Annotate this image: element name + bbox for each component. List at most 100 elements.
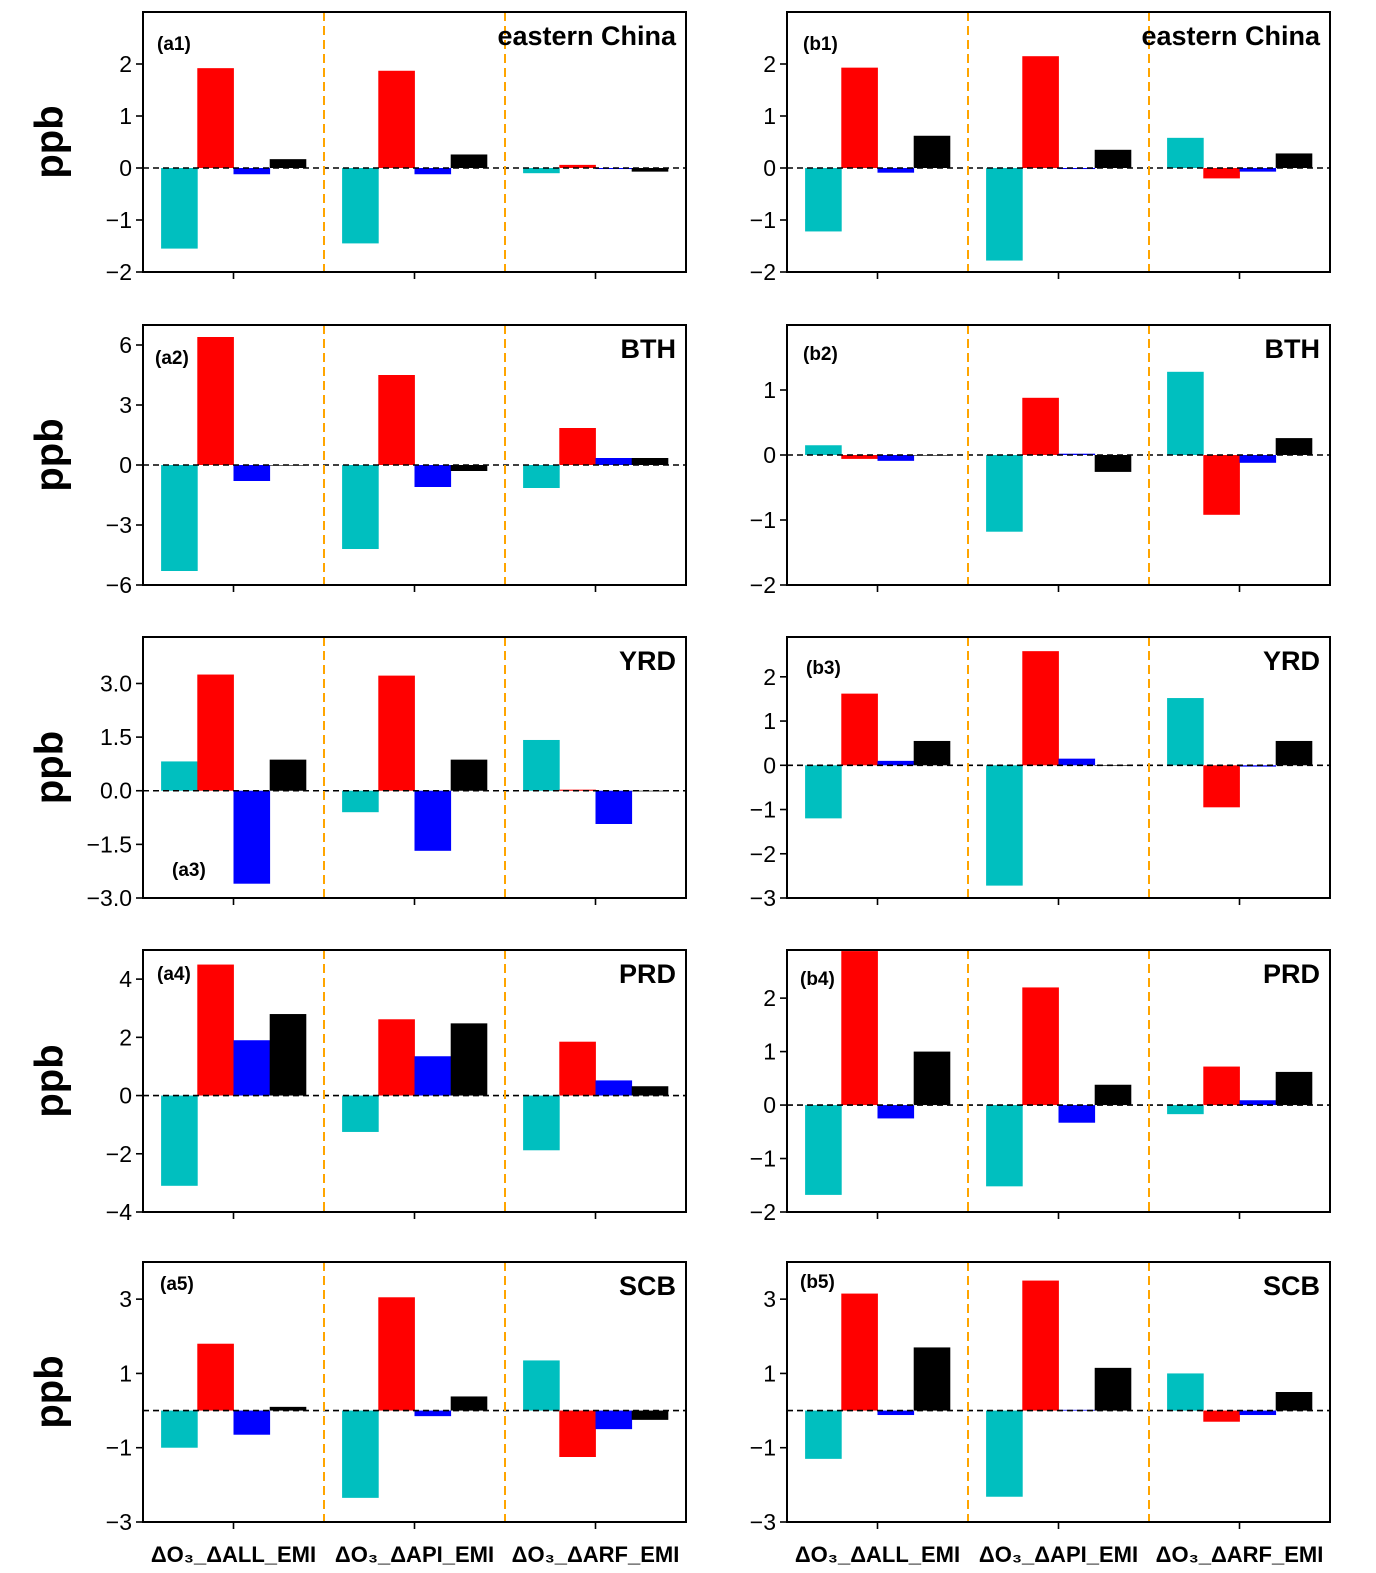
panel-b5: −3 −1 1 3 SCB (b5) ΔO₃_ΔALL_EMI ΔO₃_ΔAPI_EMI ΔO₃…: [750, 1261, 1331, 1567]
positive-bar: [559, 1041, 596, 1096]
negative-bar: [595, 790, 633, 824]
panel-label: (b5): [800, 1272, 835, 1293]
extra-bar: [269, 159, 307, 168]
positive-bar: [1203, 1410, 1240, 1422]
dO3-bar: [986, 455, 1023, 532]
dO3-bar: [161, 168, 198, 249]
negative-bar: [233, 168, 271, 175]
positive-bar: [197, 964, 234, 1096]
extra-bar: [631, 790, 669, 792]
panel-label: (a4): [157, 964, 191, 985]
positive-bar: [1022, 651, 1059, 766]
region-label: eastern China: [497, 21, 677, 51]
panel-a4: −4 −2 0 2 4 PRD (a4) ppb: [28, 949, 687, 1225]
y-tick-label: −2: [750, 841, 776, 867]
y-tick-label: −1: [750, 1435, 776, 1461]
extra-bar: [450, 1396, 488, 1411]
extra-bar: [1094, 149, 1132, 168]
positive-bar: [378, 1297, 415, 1411]
panel-label: (b2): [803, 344, 838, 365]
dO3-bar: [161, 1410, 198, 1448]
y-tick-label: 3: [763, 1286, 776, 1312]
dO3-bar: [342, 465, 379, 549]
region-label: YRD: [619, 646, 676, 676]
extra-bar: [1094, 455, 1132, 472]
panel-b4: −2 −1 0 1 2 PRD (b4): [750, 949, 1331, 1225]
y-tick-label: 4: [119, 966, 132, 992]
extra-bar: [450, 465, 488, 471]
extra-bar: [1275, 438, 1313, 455]
positive-bar: [1022, 987, 1059, 1106]
region-label: eastern China: [1141, 21, 1321, 51]
extra-bar: [631, 1086, 669, 1096]
negative-bar: [877, 455, 915, 461]
dO3-bar: [1167, 1373, 1204, 1411]
region-label: SCB: [619, 1271, 676, 1301]
y-tick-label: 1: [763, 1039, 776, 1065]
extra-bar: [450, 154, 488, 168]
x-category-label: ΔO₃_ΔARF_EMI: [1156, 1542, 1324, 1567]
negative-bar: [877, 1105, 915, 1119]
panel-a1: −2 −1 0 1 2 eastern China (a1) ppb: [28, 11, 687, 285]
y-tick-label: 0: [119, 155, 132, 181]
y-tick-label: −1: [750, 207, 776, 233]
extra-bar: [269, 759, 307, 791]
dO3-bar: [805, 168, 842, 232]
x-category-label: ΔO₃_ΔARF_EMI: [512, 1542, 680, 1567]
positive-bar: [559, 164, 596, 168]
y-tick-label: −2: [750, 259, 776, 285]
y-tick-label: 1: [119, 1360, 132, 1386]
dO3-bar: [1167, 1105, 1204, 1115]
y-tick-label: 1: [763, 1360, 776, 1386]
panel-label: (b4): [800, 969, 835, 990]
negative-bar: [414, 1056, 452, 1096]
y-tick-label: −2: [750, 1199, 776, 1225]
panel-a2: −6 −3 0 3 6 BTH (a2) ppb: [28, 324, 687, 598]
panel-label: (a5): [160, 1274, 194, 1295]
extra-bar: [631, 168, 669, 172]
dO3-bar: [523, 465, 560, 488]
positive-bar: [841, 67, 878, 168]
y-tick-label: 0: [763, 1092, 776, 1118]
y-tick-label: −3: [750, 885, 776, 911]
panel-label: (a2): [155, 348, 189, 369]
positive-bar: [378, 70, 415, 168]
y-tick-label: 2: [763, 985, 776, 1011]
y-tick-label: 6: [119, 332, 132, 358]
negative-bar: [877, 760, 915, 766]
panel-label: (a3): [172, 860, 206, 881]
negative-bar: [595, 1410, 633, 1430]
panel-b1: −2 −1 0 1 2 eastern China (b1): [750, 11, 1331, 285]
y-axis-label: ppb: [28, 105, 72, 178]
dO3-bar: [523, 739, 560, 791]
x-category-label: ΔO₃_ΔAPI_EMI: [335, 1542, 494, 1567]
negative-bar: [1058, 1105, 1096, 1123]
positive-bar: [197, 68, 234, 168]
positive-bar: [1022, 397, 1059, 455]
y-tick-label: 1.5: [100, 724, 132, 750]
y-tick-label: 3.0: [100, 670, 132, 696]
y-tick-label: 3: [119, 392, 132, 418]
x-category-label: ΔO₃_ΔALL_EMI: [795, 1542, 960, 1567]
y-tick-label: 2: [763, 51, 776, 77]
extra-bar: [269, 1014, 307, 1096]
y-tick-label: −3: [750, 1509, 776, 1535]
y-tick-label: −4: [106, 1199, 132, 1225]
negative-bar: [1058, 758, 1096, 766]
y-tick-label: −2: [106, 1141, 132, 1167]
extra-bar: [631, 458, 669, 465]
y-tick-label: 2: [763, 664, 776, 690]
positive-bar: [559, 428, 596, 465]
y-tick-label: 0.0: [100, 778, 132, 804]
y-tick-label: 2: [119, 51, 132, 77]
y-tick-label: 1: [763, 708, 776, 734]
positive-bar: [1203, 1066, 1240, 1106]
positive-bar: [197, 1343, 234, 1411]
extra-bar: [1275, 153, 1313, 168]
y-tick-label: −1: [750, 1146, 776, 1172]
region-label: BTH: [1265, 334, 1321, 364]
extra-bar: [1094, 1084, 1132, 1106]
extra-bar: [913, 1347, 951, 1411]
dO3-bar: [342, 168, 379, 244]
